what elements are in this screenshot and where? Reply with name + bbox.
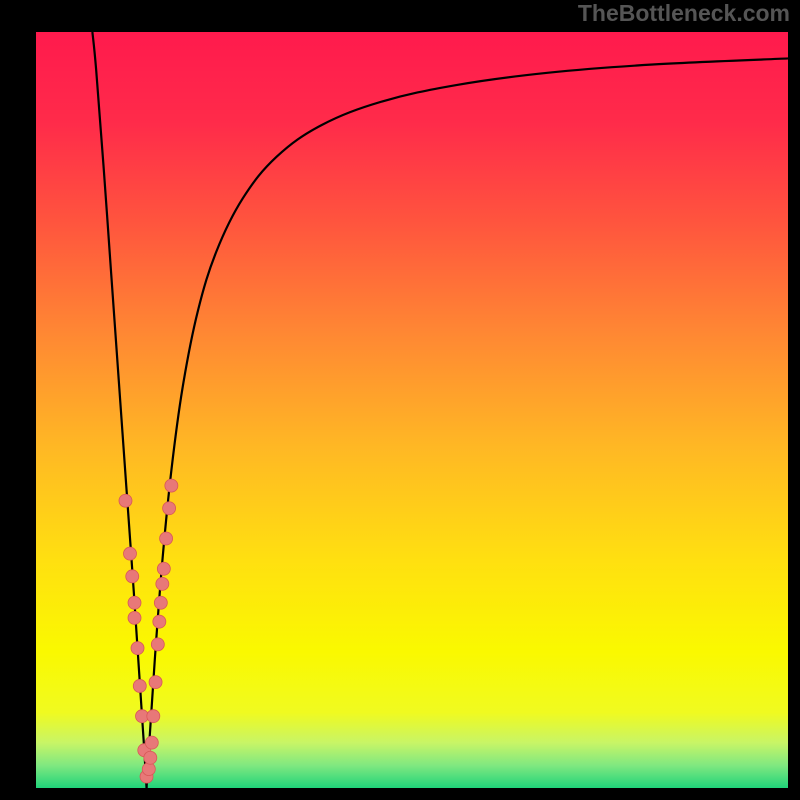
data-marker <box>128 596 141 609</box>
curve-right-branch <box>147 58 788 788</box>
data-marker <box>147 710 160 723</box>
data-marker <box>119 494 132 507</box>
data-marker <box>160 532 173 545</box>
data-marker <box>157 562 170 575</box>
bottleneck-curve <box>36 32 788 788</box>
data-marker <box>144 751 157 764</box>
frame-right <box>788 0 800 800</box>
data-marker <box>154 596 167 609</box>
data-marker <box>153 615 166 628</box>
curve-left-branch <box>92 32 146 788</box>
data-marker <box>142 763 155 776</box>
data-marker <box>131 642 144 655</box>
frame-left <box>0 0 36 800</box>
data-marker <box>163 502 176 515</box>
data-markers <box>119 479 178 783</box>
data-marker <box>133 679 146 692</box>
data-marker <box>124 547 137 560</box>
data-marker <box>126 570 139 583</box>
data-marker <box>165 479 178 492</box>
data-marker <box>151 638 164 651</box>
watermark-label: TheBottleneck.com <box>578 0 790 27</box>
data-marker <box>128 611 141 624</box>
data-marker <box>149 676 162 689</box>
chart-container: TheBottleneck.com <box>0 0 800 800</box>
data-marker <box>145 736 158 749</box>
plot-area <box>36 32 788 788</box>
frame-bottom <box>0 788 800 800</box>
data-marker <box>156 577 169 590</box>
